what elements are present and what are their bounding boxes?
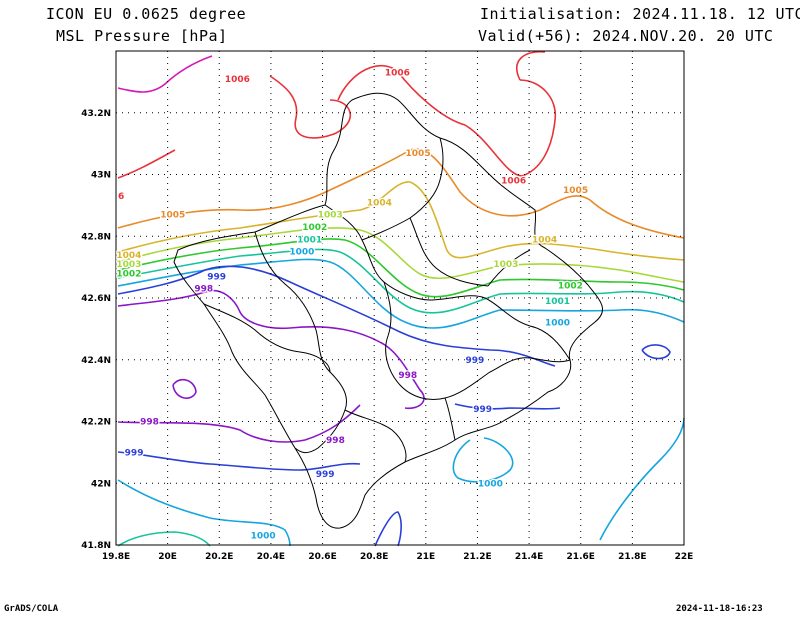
- internal-border-8: [487, 249, 531, 287]
- contour-label: 1002: [302, 223, 327, 233]
- model-title: ICON EU 0.0625 degree: [46, 5, 247, 23]
- contour-999-s: [374, 511, 402, 547]
- lon-tick-label: 21.2E: [463, 552, 491, 562]
- contour-999-b: [454, 403, 561, 410]
- contour-label: 1000: [478, 479, 503, 489]
- contour-998-b: [117, 404, 361, 443]
- contour-label: 998: [194, 285, 213, 295]
- lon-tick-label: 20E: [158, 552, 177, 562]
- internal-border-4: [361, 137, 444, 241]
- contour-label: 1004: [116, 251, 141, 261]
- contour-label: 6: [118, 192, 124, 202]
- contour-label: 1003: [493, 260, 518, 270]
- lon-tick-label: 21.8E: [618, 552, 646, 562]
- contour-1006-c: [516, 51, 546, 81]
- lat-tick-label: 43.2N: [81, 109, 111, 119]
- contour-label: 1004: [532, 235, 557, 245]
- lat-tick-label: 41.8N: [81, 541, 111, 551]
- lon-tick-label: 19.8E: [102, 552, 130, 562]
- contour-998-blob: [172, 378, 197, 399]
- contour-label: 999: [473, 405, 492, 415]
- internal-border-7: [444, 397, 456, 441]
- contour-label: 1001: [297, 235, 322, 245]
- lat-tick-label: 42.4N: [81, 356, 111, 366]
- contour-label: 999: [465, 356, 484, 366]
- contour-label: 1003: [318, 211, 343, 221]
- lon-tick-label: 21E: [416, 552, 435, 562]
- contour-1001: [117, 248, 685, 314]
- contour-1006-b: [337, 64, 557, 177]
- contour-label: 1005: [160, 211, 185, 221]
- contour-label: 1003: [116, 260, 141, 270]
- contour-label: 1006: [385, 69, 410, 79]
- internal-border-2: [254, 231, 347, 454]
- lon-tick-label: 20.8E: [360, 552, 388, 562]
- contour-1000-sw: [117, 479, 291, 547]
- contour-label: 999: [316, 470, 335, 480]
- contour-label: 998: [326, 436, 345, 446]
- init-time: Initialisation: 2024.11.18. 12 UTC: [480, 5, 800, 23]
- contour-labels: 1006100610066100510051005100410041004100…: [115, 67, 589, 543]
- contour-1000-se: [599, 417, 685, 541]
- contour-label: 1005: [406, 149, 431, 159]
- lon-tick-label: 20.2E: [205, 552, 233, 562]
- contour-1000: [117, 258, 685, 329]
- internal-border-5: [409, 217, 489, 287]
- contour-999-c: [117, 451, 361, 471]
- lat-tick-label: 42.2N: [81, 418, 111, 428]
- lat-tick-label: 42.8N: [81, 232, 111, 242]
- contour-1006-d: [117, 149, 176, 179]
- contour-label: 998: [398, 371, 417, 381]
- lon-tick-label: 21.6E: [567, 552, 595, 562]
- contour-lines: [117, 51, 685, 547]
- contour-999: [117, 265, 556, 367]
- lon-tick-label: 20.6E: [308, 552, 336, 562]
- lon-tick-label: 20.4E: [257, 552, 285, 562]
- contour-label: 1002: [116, 269, 141, 279]
- lat-tick-label: 42.6N: [81, 294, 111, 304]
- footer-timestamp: 2024-11-18-16:23: [676, 604, 763, 614]
- contour-997: [117, 55, 213, 93]
- contour-label: 998: [140, 418, 159, 428]
- footer-software: GrADS/COLA: [4, 604, 59, 614]
- contour-1006-a: [269, 75, 352, 139]
- lat-tick-label: 42N: [91, 479, 111, 489]
- contour-label: 1002: [558, 282, 583, 292]
- contour-label: 1005: [563, 186, 588, 196]
- contour-1000-south: [452, 437, 514, 483]
- lon-tick-label: 21.4E: [515, 552, 543, 562]
- internal-border-9: [203, 303, 331, 373]
- contour-label: 1006: [501, 177, 526, 187]
- contour-1004: [117, 181, 685, 261]
- contour-label: 1001: [545, 297, 570, 307]
- internal-border-1: [324, 204, 571, 361]
- contour-label: 999: [125, 448, 144, 458]
- internal-border-6: [344, 409, 407, 463]
- contour-998: [117, 289, 425, 410]
- contour-1005: [117, 148, 685, 239]
- contour-label: 1004: [367, 198, 392, 208]
- field-title: MSL Pressure [hPa]: [56, 27, 228, 45]
- contour-1002: [117, 238, 685, 298]
- contour-label: 1000: [251, 532, 276, 542]
- map-frame: [115, 50, 685, 546]
- contour-999-blob: [641, 344, 671, 360]
- contour-label: 1000: [545, 319, 570, 329]
- axis-ticks: 19.8E 20E 20.2E 20.4E 20.6E 20.8E 21E 21.2E 21.4…: [81, 109, 693, 562]
- lat-tick-label: 43N: [91, 171, 111, 181]
- contour-1003: [117, 227, 685, 283]
- contour-label: 999: [207, 272, 226, 282]
- contour-label: 1000: [289, 248, 314, 258]
- valid-time: Valid(+56): 2024.NOV.20. 20 UTC: [478, 27, 774, 45]
- lon-tick-label: 22E: [675, 552, 694, 562]
- gridlines: [115, 51, 685, 546]
- contour-1001-sw: [117, 531, 211, 547]
- region-borders: [173, 92, 604, 529]
- contour-label: 1006: [225, 75, 250, 85]
